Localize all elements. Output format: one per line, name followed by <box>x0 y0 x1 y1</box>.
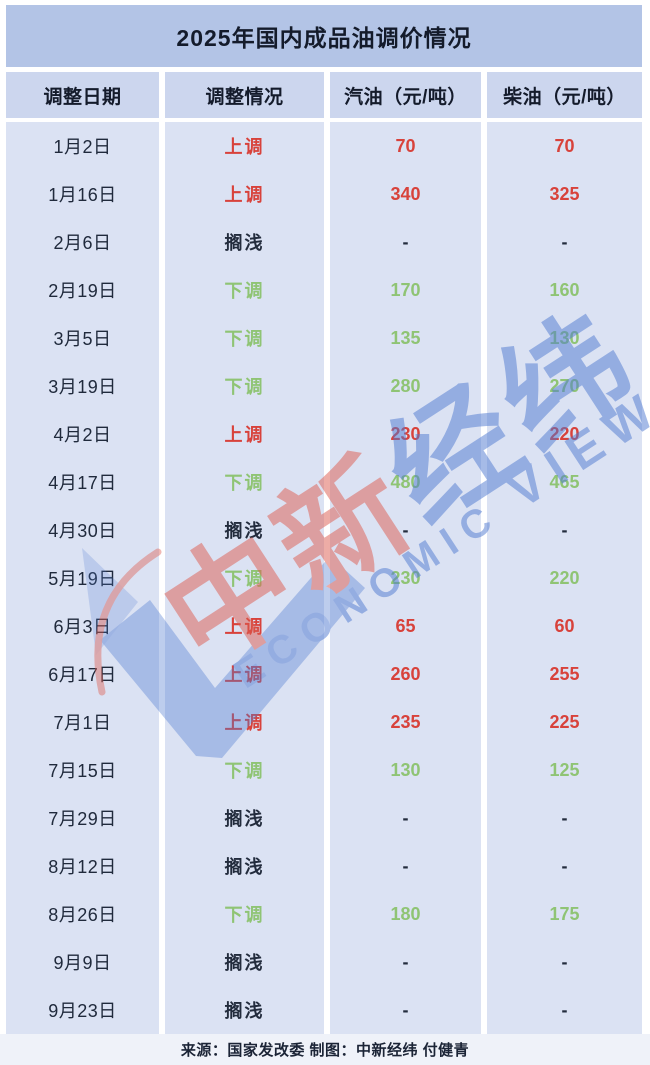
date-cell: 8月12日 <box>6 842 159 890</box>
date-cell: 1月16日 <box>6 170 159 218</box>
status-cell: 下调 <box>165 746 324 794</box>
diesel-value-cell: 60 <box>487 602 642 650</box>
diesel-value-cell: 325 <box>487 170 642 218</box>
diesel-value-cell: 125 <box>487 746 642 794</box>
price-adjustment-table: 调整日期 调整情况 汽油（元/吨） 柴油（元/吨） 1月2日 上调 70 70 … <box>6 72 642 1034</box>
date-cell: 4月2日 <box>6 410 159 458</box>
date-cell: 9月9日 <box>6 938 159 986</box>
date-cell: 6月17日 <box>6 650 159 698</box>
date-cell: 9月23日 <box>6 986 159 1034</box>
date-cell: 7月29日 <box>6 794 159 842</box>
gasoline-value-cell: 180 <box>330 890 481 938</box>
date-cell: 5月19日 <box>6 554 159 602</box>
date-cell: 4月30日 <box>6 506 159 554</box>
gasoline-value-cell: 135 <box>330 314 481 362</box>
date-cell: 7月1日 <box>6 698 159 746</box>
diesel-value-cell: 255 <box>487 650 642 698</box>
status-cell: 下调 <box>165 314 324 362</box>
date-cell: 6月3日 <box>6 602 159 650</box>
date-cell: 3月5日 <box>6 314 159 362</box>
gasoline-value-cell: - <box>330 794 481 842</box>
diesel-value-cell: 270 <box>487 362 642 410</box>
status-cell: 上调 <box>165 698 324 746</box>
date-cell: 7月15日 <box>6 746 159 794</box>
date-cell: 3月19日 <box>6 362 159 410</box>
status-cell: 搁浅 <box>165 218 324 266</box>
diesel-value-cell: - <box>487 506 642 554</box>
diesel-value-cell: 225 <box>487 698 642 746</box>
diesel-value-cell: 70 <box>487 122 642 170</box>
status-cell: 搁浅 <box>165 842 324 890</box>
status-cell: 上调 <box>165 410 324 458</box>
column-header-gasoline: 汽油（元/吨） <box>330 72 481 122</box>
gasoline-value-cell: 260 <box>330 650 481 698</box>
status-cell: 下调 <box>165 458 324 506</box>
gasoline-value-cell: 340 <box>330 170 481 218</box>
date-cell: 2月6日 <box>6 218 159 266</box>
date-cell: 1月2日 <box>6 122 159 170</box>
gasoline-value-cell: 480 <box>330 458 481 506</box>
status-cell: 下调 <box>165 554 324 602</box>
gasoline-value-cell: - <box>330 986 481 1034</box>
gasoline-value-cell: 230 <box>330 410 481 458</box>
diesel-value-cell: 160 <box>487 266 642 314</box>
diesel-value-cell: - <box>487 986 642 1034</box>
diesel-value-cell: 465 <box>487 458 642 506</box>
gasoline-value-cell: 65 <box>330 602 481 650</box>
page-title: 2025年国内成品油调价情况 <box>6 5 642 67</box>
gasoline-value-cell: - <box>330 842 481 890</box>
status-cell: 上调 <box>165 122 324 170</box>
status-cell: 下调 <box>165 362 324 410</box>
status-cell: 搁浅 <box>165 986 324 1034</box>
status-cell: 搁浅 <box>165 506 324 554</box>
status-cell: 上调 <box>165 602 324 650</box>
gasoline-value-cell: - <box>330 218 481 266</box>
status-cell: 上调 <box>165 170 324 218</box>
gasoline-value-cell: - <box>330 506 481 554</box>
column-header-status: 调整情况 <box>165 72 324 122</box>
diesel-value-cell: 130 <box>487 314 642 362</box>
gasoline-value-cell: 130 <box>330 746 481 794</box>
diesel-value-cell: - <box>487 938 642 986</box>
date-cell: 8月26日 <box>6 890 159 938</box>
date-cell: 4月17日 <box>6 458 159 506</box>
diesel-value-cell: - <box>487 794 642 842</box>
column-header-date: 调整日期 <box>6 72 159 122</box>
diesel-value-cell: 220 <box>487 410 642 458</box>
diesel-value-cell: 175 <box>487 890 642 938</box>
status-cell: 下调 <box>165 266 324 314</box>
status-cell: 搁浅 <box>165 794 324 842</box>
date-cell: 2月19日 <box>6 266 159 314</box>
gasoline-value-cell: 280 <box>330 362 481 410</box>
gasoline-value-cell: 170 <box>330 266 481 314</box>
source-credit: 来源：国家发改委 制图：中新经纬 付健青 <box>0 1034 650 1065</box>
diesel-value-cell: 220 <box>487 554 642 602</box>
gasoline-value-cell: - <box>330 938 481 986</box>
diesel-value-cell: - <box>487 218 642 266</box>
gasoline-value-cell: 70 <box>330 122 481 170</box>
status-cell: 搁浅 <box>165 938 324 986</box>
status-cell: 上调 <box>165 650 324 698</box>
gasoline-value-cell: 230 <box>330 554 481 602</box>
diesel-value-cell: - <box>487 842 642 890</box>
gasoline-value-cell: 235 <box>330 698 481 746</box>
status-cell: 下调 <box>165 890 324 938</box>
column-header-diesel: 柴油（元/吨） <box>487 72 642 122</box>
